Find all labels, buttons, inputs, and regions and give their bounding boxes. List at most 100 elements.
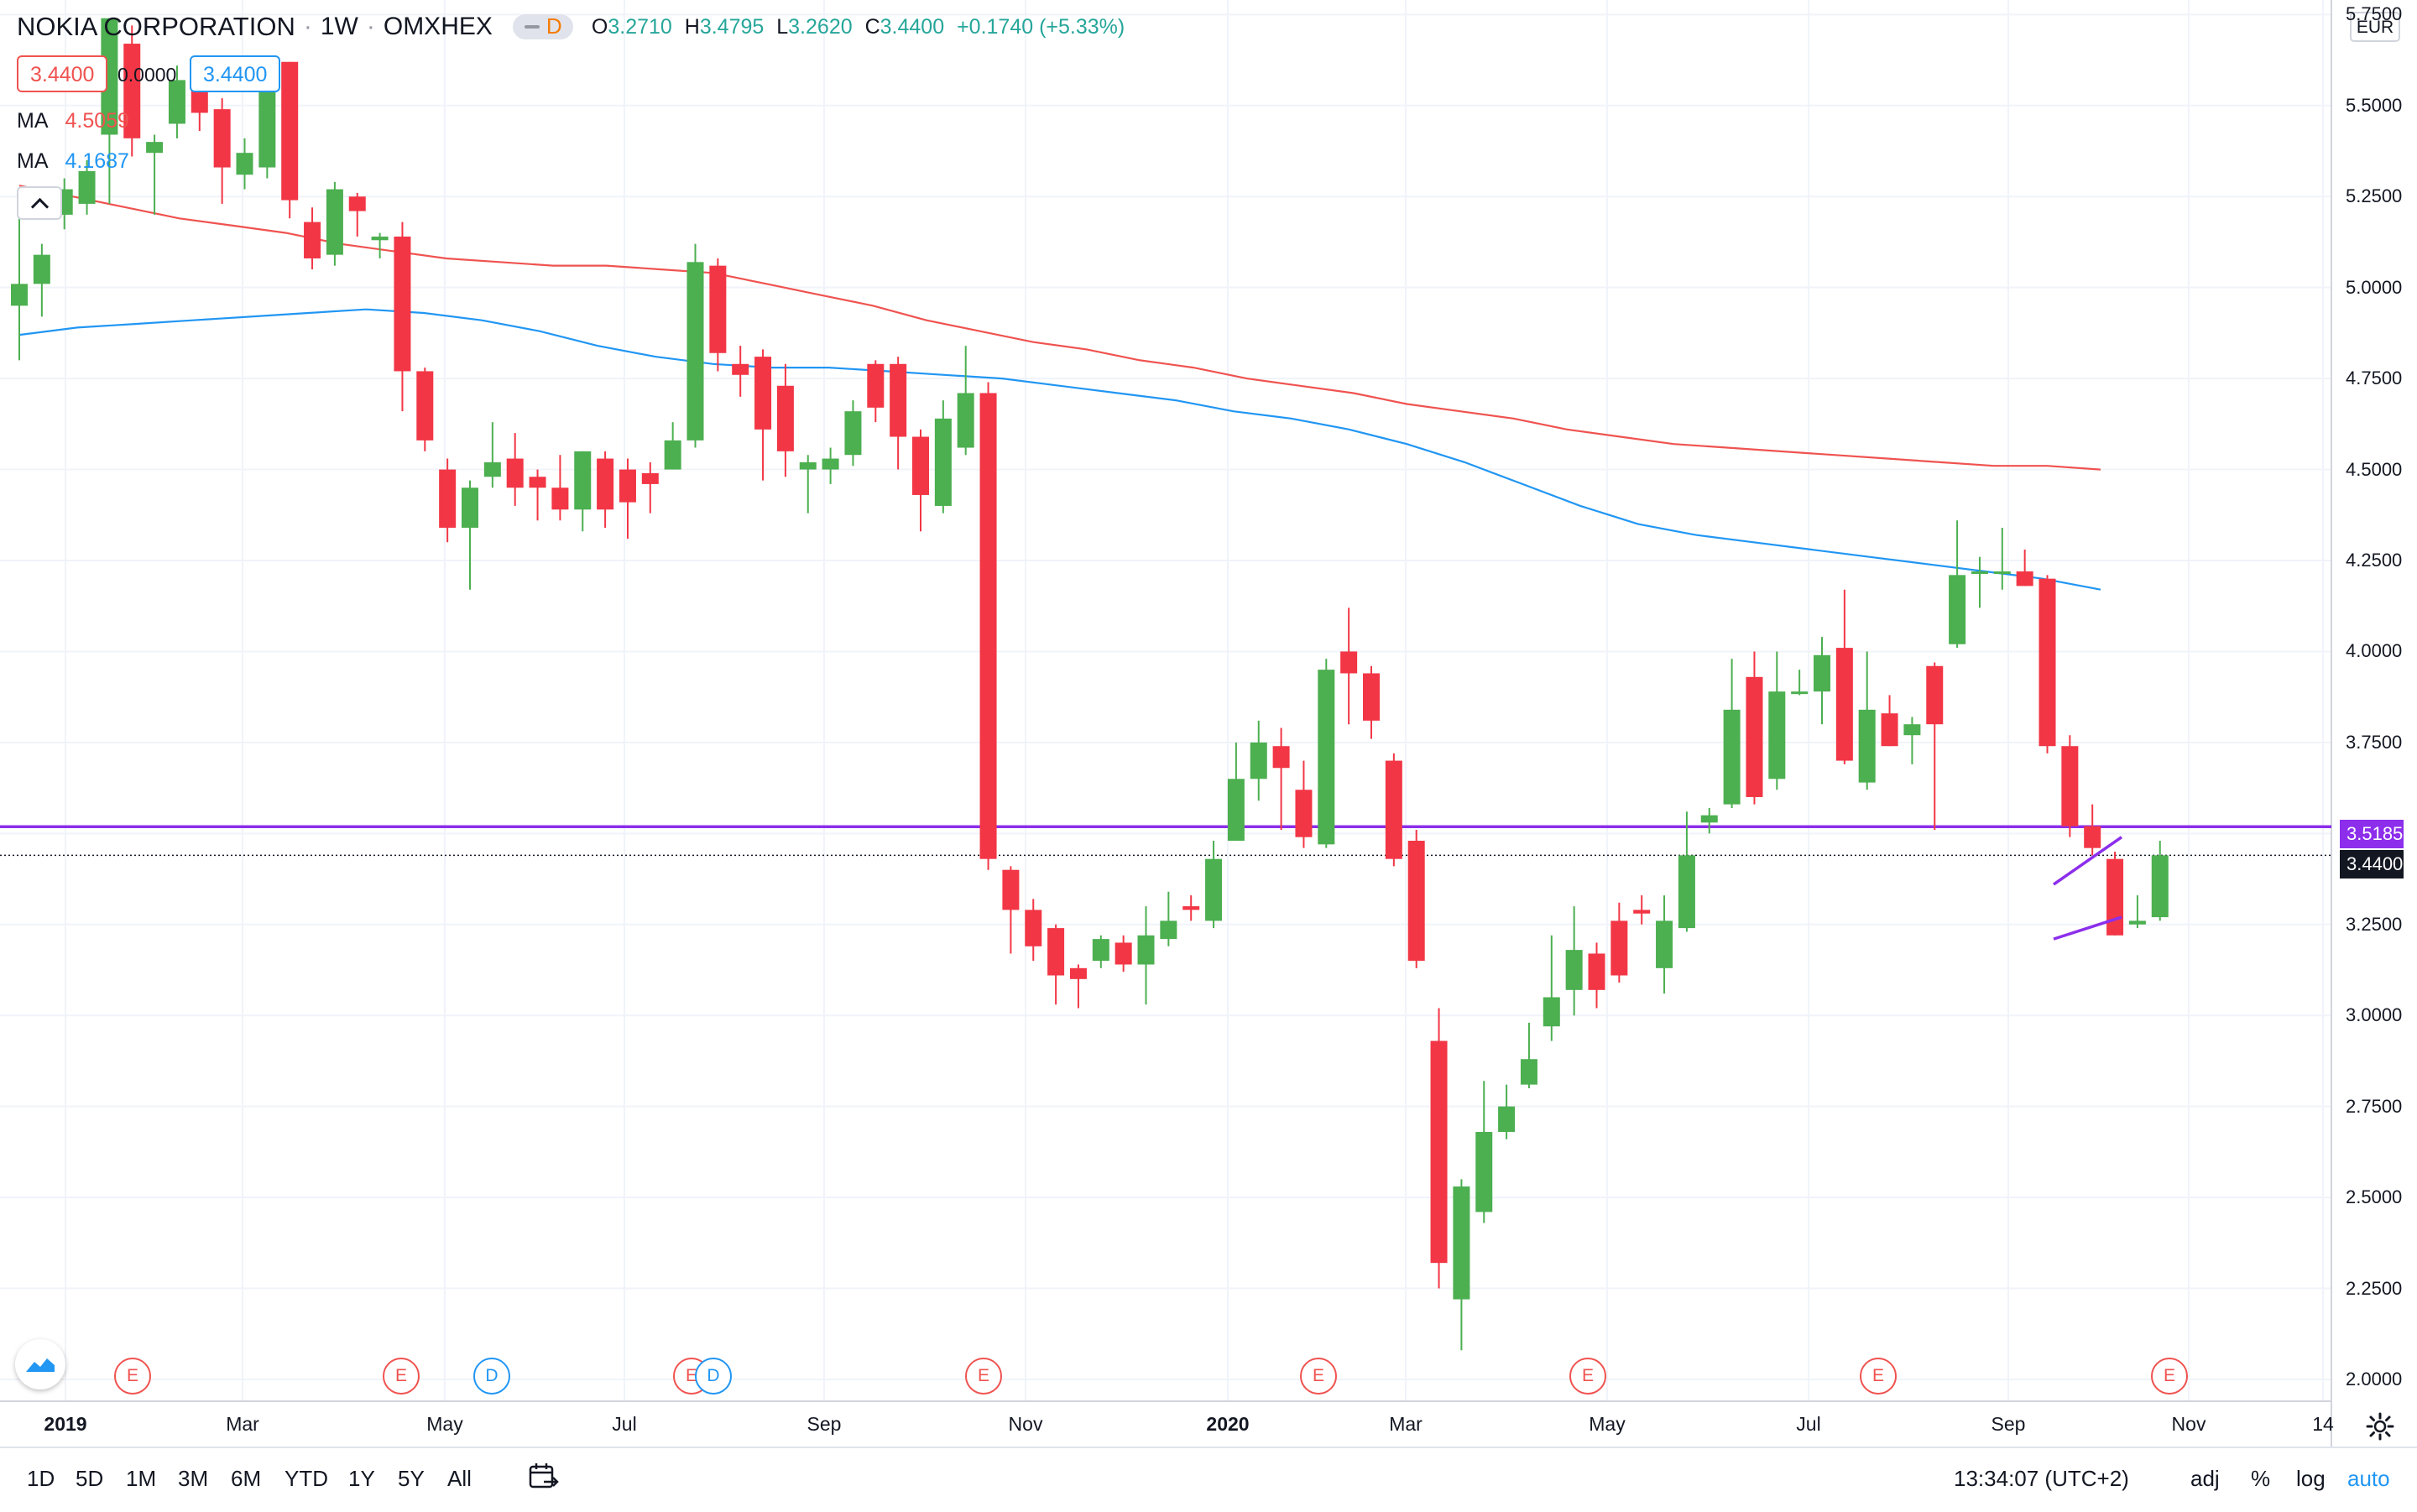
spread-value: 0.0000 <box>117 64 177 86</box>
candle-body <box>1272 746 1290 769</box>
dividend-event-marker[interactable]: D <box>473 1358 510 1395</box>
time-axis-tick: Mar <box>226 1413 259 1435</box>
price-axis-tick: 3.7500 <box>2346 731 2403 753</box>
range-button-1d[interactable]: 1D <box>27 1466 55 1491</box>
earnings-event-marker[interactable]: E <box>1860 1358 1897 1395</box>
time-axis-tick: Nov <box>2171 1413 2206 1435</box>
candle-body <box>101 18 118 135</box>
price-axis-tick: 4.2500 <box>2346 550 2403 571</box>
candle-body <box>1633 910 1651 914</box>
range-button-1y[interactable]: 1Y <box>348 1466 375 1491</box>
goto-date-button[interactable] <box>527 1460 561 1494</box>
low-value: 3.2620 <box>788 14 853 39</box>
price-axis-tick: 4.7500 <box>2346 368 2403 389</box>
low-key: L <box>776 14 789 39</box>
symbol-name[interactable]: NOKIA CORPORATION <box>17 12 295 41</box>
candle-body <box>2106 858 2124 936</box>
candle-body <box>1160 920 1177 940</box>
candle-body <box>1047 928 1065 976</box>
time-axis-tick: Sep <box>807 1413 842 1435</box>
clock-timezone[interactable]: 13:34:07 (UTC+2) <box>1954 1466 2129 1491</box>
symbol-header[interactable]: NOKIA CORPORATION · 1W · OMXHEX D O3.271… <box>17 12 1125 42</box>
currency-label[interactable]: EUR <box>2350 12 2400 42</box>
earnings-event-marker[interactable]: E <box>1300 1358 1337 1395</box>
candle-body <box>1700 815 1718 823</box>
candle-body <box>348 196 366 211</box>
candle-body <box>1520 1059 1537 1085</box>
candle-body <box>799 461 817 470</box>
percent-toggle[interactable]: % <box>2251 1466 2271 1491</box>
candle-body <box>1025 910 1042 946</box>
candle-body <box>168 80 185 124</box>
candle-body <box>462 487 478 528</box>
range-button-5y[interactable]: 5Y <box>398 1466 425 1491</box>
candle-body <box>1318 670 1335 845</box>
earnings-event-marker[interactable]: E <box>965 1358 1002 1395</box>
candle-body <box>1453 1186 1470 1300</box>
candle-body <box>1363 673 1380 721</box>
ma-indicator-legend-fast[interactable]: MA 4.1687 <box>17 149 129 174</box>
candle-body <box>1340 651 1358 674</box>
candle-body <box>483 461 501 477</box>
earnings-event-marker[interactable]: E <box>2151 1358 2188 1395</box>
candle-body <box>867 363 885 408</box>
ma-value: 4.5059 <box>65 109 129 133</box>
candle-body <box>1993 571 2011 575</box>
candle-body <box>326 189 343 255</box>
ma-value: 4.1687 <box>65 149 129 173</box>
log-toggle[interactable]: log <box>2296 1466 2326 1491</box>
earnings-event-marker[interactable]: E <box>1569 1358 1606 1395</box>
candle-body <box>776 385 794 451</box>
range-button-3m[interactable]: 3M <box>178 1466 209 1491</box>
candle-body <box>1881 713 1898 747</box>
candle-body <box>934 418 952 506</box>
price-axis-tick: 5.7500 <box>2346 3 2403 25</box>
candle-body <box>1092 939 1109 962</box>
tradingview-logo[interactable] <box>15 1339 65 1389</box>
chart-settings-button[interactable] <box>2365 1411 2395 1442</box>
earnings-event-marker[interactable]: E <box>114 1358 151 1395</box>
horizontal-line-price-label: 3.5185 <box>2340 820 2404 848</box>
candle-body <box>2061 746 2079 826</box>
price-axis-tick: 5.0000 <box>2346 276 2403 298</box>
candle-body <box>1475 1132 1493 1212</box>
earnings-event-marker[interactable]: E <box>383 1358 420 1395</box>
open-value: 3.2710 <box>608 14 672 39</box>
dividend-event-marker[interactable]: D <box>695 1358 732 1395</box>
candle-body <box>78 170 96 204</box>
candle-body <box>236 153 253 175</box>
candle-body <box>1858 709 1876 783</box>
candle-body <box>664 440 681 470</box>
candle-body <box>394 236 411 372</box>
minus-icon <box>524 25 540 29</box>
range-button-ytd[interactable]: YTD <box>285 1466 328 1491</box>
market-status-pill[interactable]: D <box>512 13 573 39</box>
candle-body <box>1407 841 1425 962</box>
candle-body <box>123 44 141 138</box>
collapse-legend-button[interactable] <box>17 186 62 220</box>
ma-line-slow <box>18 185 2101 471</box>
candle-body <box>709 265 727 353</box>
range-button-all[interactable]: All <box>447 1466 472 1491</box>
sell-price-box[interactable]: 3.4400 <box>17 55 108 92</box>
range-button-1m[interactable]: 1M <box>126 1466 157 1491</box>
range-button-6m[interactable]: 6M <box>231 1466 262 1491</box>
auto-scale-toggle[interactable]: auto <box>2347 1466 2390 1491</box>
candle-body <box>529 477 546 488</box>
candle-body <box>1543 997 1560 1027</box>
time-axis-tick: Jul <box>612 1413 637 1435</box>
range-button-5d[interactable]: 5D <box>76 1466 104 1491</box>
bottom-toolbar <box>0 1447 2417 1512</box>
ma-indicator-legend-slow[interactable]: MA 4.5059 <box>17 109 129 133</box>
candle-body <box>1565 950 1583 990</box>
interval-label[interactable]: 1W <box>320 13 358 40</box>
high-value: 3.4795 <box>699 14 765 39</box>
candle-body <box>1723 709 1741 805</box>
buy-price-box[interactable]: 3.4400 <box>190 55 281 92</box>
candle-body <box>2128 920 2146 925</box>
adjust-toggle[interactable]: adj <box>2190 1466 2220 1491</box>
price-axis-tick: 3.0000 <box>2346 1004 2403 1026</box>
candle-body <box>1791 691 1809 695</box>
